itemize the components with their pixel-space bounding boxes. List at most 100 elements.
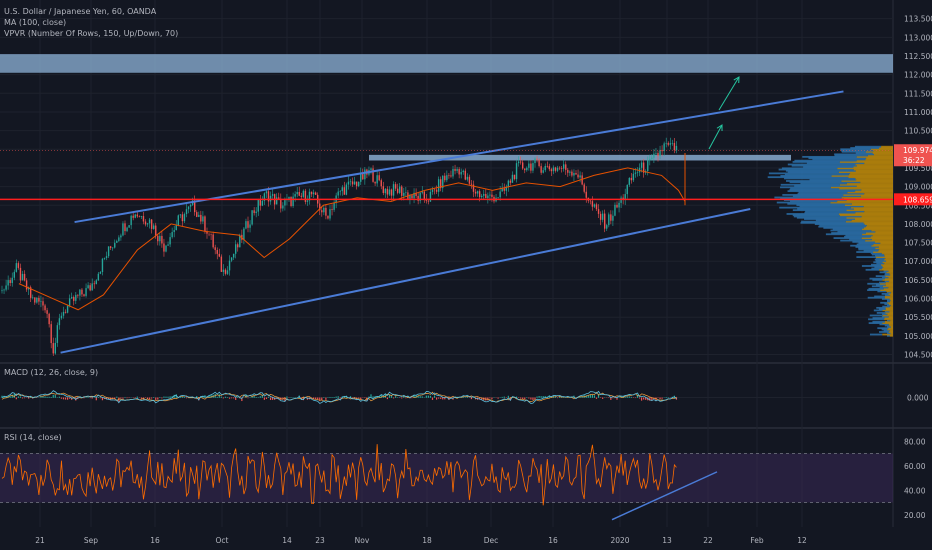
macd-hist-bar [89, 397, 91, 399]
vpvr-bar-up [872, 317, 885, 319]
rsi-pane[interactable] [0, 444, 893, 521]
vpvr-bar-down [861, 188, 893, 191]
vpvr-bar-down [883, 266, 893, 269]
vpvr-bar-down [871, 238, 893, 241]
vpvr-bar-down [847, 191, 893, 194]
candle-body [153, 225, 155, 229]
candle-body [196, 212, 198, 217]
candle-body [159, 235, 161, 242]
vpvr-bar-down [837, 167, 893, 170]
candle-body [130, 215, 132, 226]
candle-body [288, 196, 290, 200]
macd-hist-bar [253, 395, 255, 398]
vpvr-bar-up [833, 237, 862, 239]
candle-body [157, 235, 159, 242]
vpvr-bar-up [801, 220, 846, 223]
macd-hist-bar [282, 397, 284, 400]
macd-hist-bar [126, 397, 128, 399]
candle-body [388, 189, 391, 195]
candle-body [624, 194, 626, 200]
macd-hist-bar [602, 397, 604, 399]
vpvr-bar-up [887, 325, 891, 328]
time-tick-label: 2020 [610, 536, 629, 545]
macd-hist-bar [95, 397, 97, 401]
macd-hist-bar [327, 397, 329, 398]
candle-body [25, 280, 28, 290]
macd-hist-bar [1, 395, 3, 398]
vpvr-bar-down [886, 271, 893, 274]
vpvr-bar-up [884, 280, 890, 283]
vpvr-bar-up [874, 254, 885, 257]
macd-hist-bar [665, 397, 667, 398]
macd-hist-bar [540, 396, 542, 398]
candle-body [468, 176, 471, 184]
candle-body [481, 195, 483, 198]
candle-body [52, 343, 54, 354]
candle-body [626, 184, 628, 195]
macd-hist-bar [77, 397, 79, 400]
candle-body [628, 177, 630, 185]
macd-pane[interactable] [0, 390, 893, 404]
vpvr-bar-down [864, 162, 893, 165]
candle-body [81, 289, 83, 295]
macd-hist-bar [638, 397, 641, 399]
macd-hist-bar [251, 396, 253, 398]
macd-hist-bar [319, 397, 321, 401]
vpvr-bar-down [882, 322, 893, 324]
vpvr-bar-down [856, 155, 893, 158]
candle-body [32, 297, 34, 298]
price-axis[interactable]: 104.500 105.000 105.500 106.000 106.500 107.0… [894, 15, 932, 520]
candle-body [5, 285, 7, 290]
candle-body [372, 168, 374, 182]
vpvr-bar-down [890, 299, 893, 302]
vpvr-bar-down [888, 286, 893, 289]
candle-body [319, 203, 321, 211]
rsi-band [0, 453, 893, 503]
time-axis[interactable]: 21 Sep 16 Oct 14 23 Nov 18 Dec 16 2020 13 22 Feb 12 [35, 536, 807, 545]
vpvr-bar-up [781, 167, 838, 170]
vpvr-bar-up [887, 299, 891, 302]
candle-body [442, 175, 444, 189]
vpvr-bar-down [881, 252, 893, 255]
candle-body [351, 181, 354, 185]
macd-hist-bar [325, 397, 327, 400]
macd-hist-bar [641, 397, 643, 401]
vpvr-bar-down [885, 306, 893, 309]
macd-hist-bar [157, 397, 159, 400]
vpvr-bar-up [874, 258, 885, 261]
candle-body [563, 164, 565, 169]
vpvr-bar-down [888, 270, 893, 272]
candle-body [62, 311, 65, 316]
vpvr-bar-down [871, 229, 893, 232]
price-tick-label: 107.000 [904, 257, 932, 266]
candle-body [177, 215, 179, 226]
macd-hist-bar [413, 394, 415, 398]
macd-hist-bar [436, 397, 438, 400]
price-pane[interactable] [0, 54, 893, 356]
vpvr-bar-up [815, 219, 852, 222]
time-tick-label: 16 [548, 536, 558, 545]
vpvr-bar-up [878, 308, 886, 311]
candle-body [38, 297, 40, 302]
vpvr-bar-up [858, 248, 880, 251]
macd-hist-bar [522, 397, 524, 399]
candle-body [89, 285, 91, 291]
vpvr-bar-down [863, 227, 893, 229]
rsi-tick-label: 60.00 [904, 462, 926, 471]
price-tick-label: 106.000 [904, 295, 932, 304]
price-tick-label: 110.500 [904, 127, 932, 136]
candle-body [415, 192, 417, 196]
vpvr-bar-up [767, 176, 849, 179]
macd-hist-bar [351, 397, 354, 399]
macd-hist-bar [97, 397, 99, 398]
vpvr-bar-up [882, 305, 890, 308]
vpvr-bar-down [888, 293, 893, 295]
candle-body [669, 143, 671, 145]
macd-hist-bar [442, 397, 444, 400]
macd-hist-bar [497, 397, 499, 399]
candle-body [103, 257, 106, 259]
time-tick-label: 12 [797, 536, 807, 545]
candle-body [638, 167, 641, 173]
candle-body [341, 187, 343, 192]
